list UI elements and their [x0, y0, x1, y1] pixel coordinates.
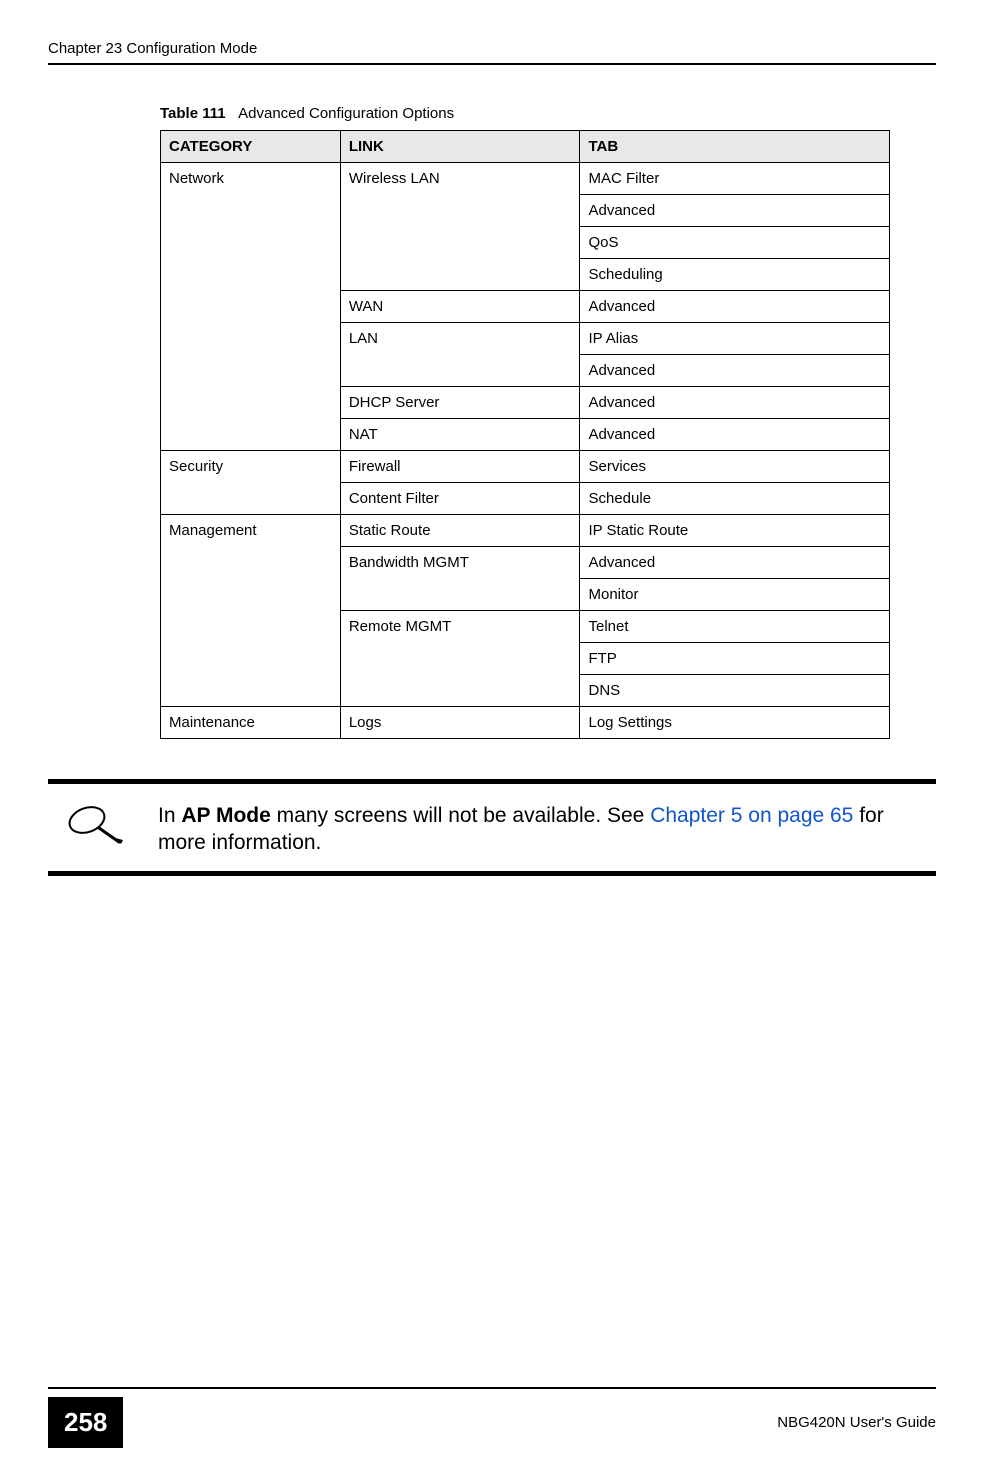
cell-tab: IP Alias	[580, 323, 890, 355]
cell-category: Maintenance	[161, 707, 341, 739]
cell-link: WAN	[340, 291, 580, 323]
cell-tab: Advanced	[580, 547, 890, 579]
cell-tab: Advanced	[580, 419, 890, 451]
note-mid: many screens will not be available. See	[271, 804, 650, 827]
cell-tab: MAC Filter	[580, 163, 890, 195]
page-footer: 258 NBG420N User's Guide	[48, 1387, 936, 1448]
guide-name: NBG420N User's Guide	[777, 1414, 936, 1431]
cell-link: Bandwidth MGMT	[340, 547, 580, 611]
cell-link: Logs	[340, 707, 580, 739]
cell-tab: Advanced	[580, 355, 890, 387]
cell-tab: QoS	[580, 227, 890, 259]
table-row: Network Wireless LAN MAC Filter	[161, 163, 890, 195]
col-link: LINK	[340, 131, 580, 163]
cell-tab: FTP	[580, 643, 890, 675]
note-prefix: In	[158, 804, 181, 827]
cell-link: Static Route	[340, 515, 580, 547]
cell-link: Firewall	[340, 451, 580, 483]
cell-tab: Services	[580, 451, 890, 483]
cell-link: Remote MGMT	[340, 611, 580, 707]
cell-link: DHCP Server	[340, 387, 580, 419]
cell-link: Wireless LAN	[340, 163, 580, 291]
cell-tab: Schedule	[580, 483, 890, 515]
note-text: In AP Mode many screens will not be avai…	[158, 798, 936, 857]
cell-tab: Advanced	[580, 387, 890, 419]
cell-link: Content Filter	[340, 483, 580, 515]
col-category: CATEGORY	[161, 131, 341, 163]
note-bold: AP Mode	[181, 804, 270, 827]
cell-category: Network	[161, 163, 341, 451]
chapter-title: Chapter 23 Configuration Mode	[48, 40, 257, 57]
page-number: 258	[48, 1397, 123, 1448]
table-title: Advanced Configuration Options	[238, 105, 454, 122]
cell-tab: Scheduling	[580, 259, 890, 291]
page-header: Chapter 23 Configuration Mode	[48, 40, 936, 65]
table-number: Table 111	[160, 105, 226, 122]
cell-tab: Advanced	[580, 291, 890, 323]
cell-tab: Log Settings	[580, 707, 890, 739]
table-row: Maintenance Logs Log Settings	[161, 707, 890, 739]
cell-tab: Monitor	[580, 579, 890, 611]
config-options-table: CATEGORY LINK TAB Network Wireless LAN M…	[160, 130, 890, 739]
table-caption: Table 111 Advanced Configuration Options	[160, 105, 936, 122]
cell-category: Management	[161, 515, 341, 707]
cell-tab: IP Static Route	[580, 515, 890, 547]
cell-link: NAT	[340, 419, 580, 451]
note-link[interactable]: Chapter 5 on page 65	[650, 804, 853, 827]
cell-tab: Telnet	[580, 611, 890, 643]
table-row: Security Firewall Services	[161, 451, 890, 483]
note-rule-top	[48, 779, 936, 784]
note-block: In AP Mode many screens will not be avai…	[48, 779, 936, 876]
note-rule-bottom	[48, 871, 936, 876]
col-tab: TAB	[580, 131, 890, 163]
note-icon	[48, 798, 138, 857]
table-row: Management Static Route IP Static Route	[161, 515, 890, 547]
cell-tab: Advanced	[580, 195, 890, 227]
cell-category: Security	[161, 451, 341, 515]
cell-tab: DNS	[580, 675, 890, 707]
table-header-row: CATEGORY LINK TAB	[161, 131, 890, 163]
cell-link: LAN	[340, 323, 580, 387]
